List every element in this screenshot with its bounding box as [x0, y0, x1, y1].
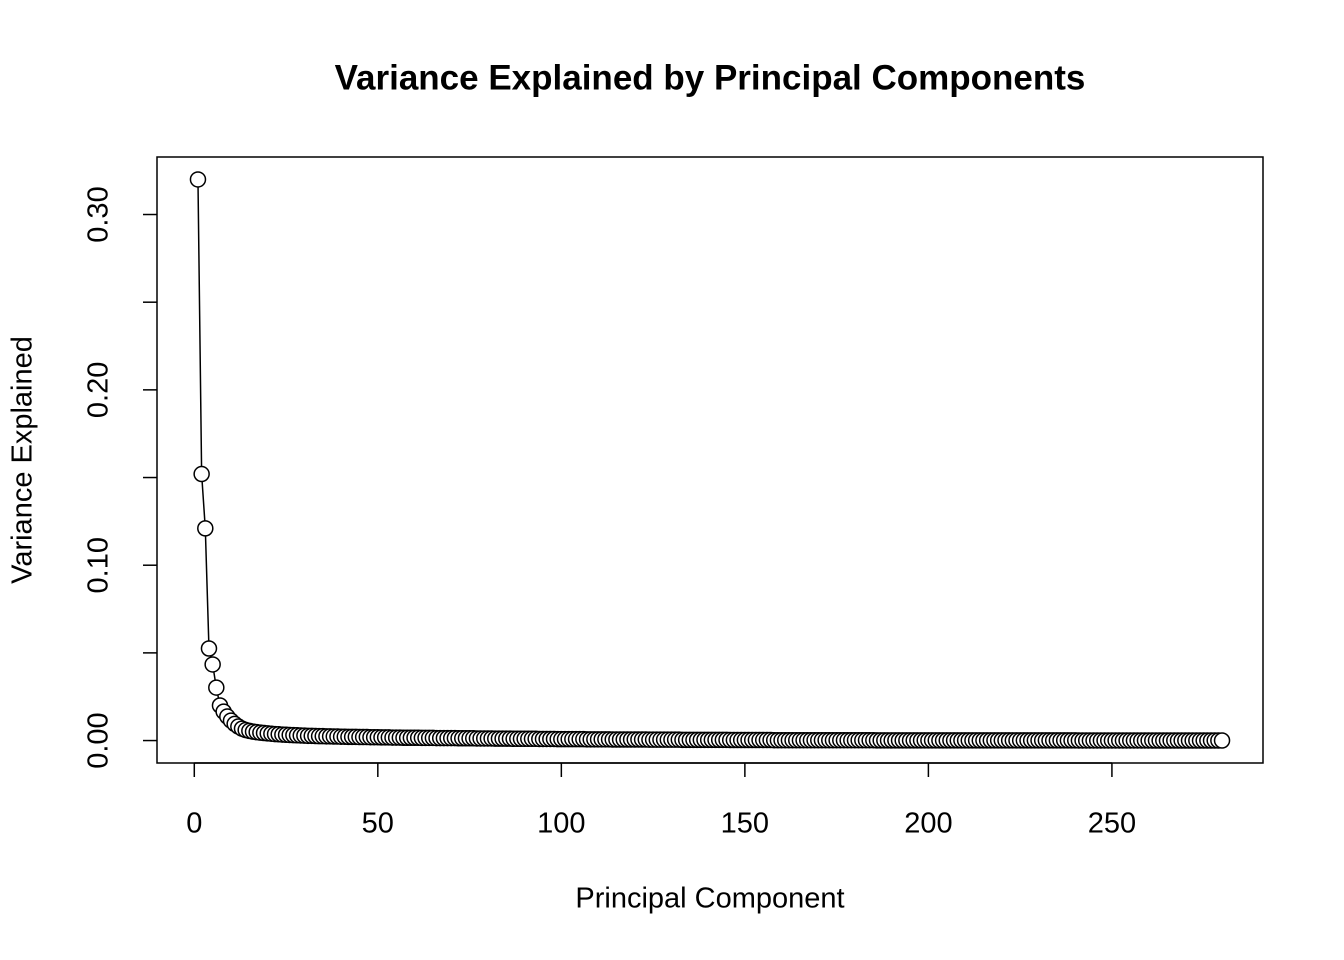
- point: [208, 679, 225, 696]
- point: [200, 640, 218, 657]
- point: [189, 171, 207, 188]
- y-tick-label: 0.00: [83, 712, 115, 768]
- y-tick-label: 0.30: [83, 186, 115, 242]
- point: [204, 656, 221, 673]
- point: [1213, 732, 1231, 749]
- x-tick-label: 50: [362, 808, 394, 840]
- y-tick-label: 0.10: [83, 537, 115, 593]
- point: [197, 520, 214, 537]
- x-tick-label: 100: [537, 808, 585, 840]
- x-tick-label: 0: [186, 808, 202, 840]
- x-axis-label: Principal Component: [575, 883, 844, 915]
- y-axis-label: Variance Explained: [7, 336, 39, 584]
- y-tick-label: 0.20: [83, 362, 115, 418]
- x-tick-label: 200: [904, 808, 952, 840]
- x-tick-label: 150: [721, 808, 769, 840]
- chart-title: Variance Explained by Principal Componen…: [335, 58, 1086, 97]
- point: [193, 465, 210, 483]
- x-tick-label: 250: [1088, 808, 1136, 840]
